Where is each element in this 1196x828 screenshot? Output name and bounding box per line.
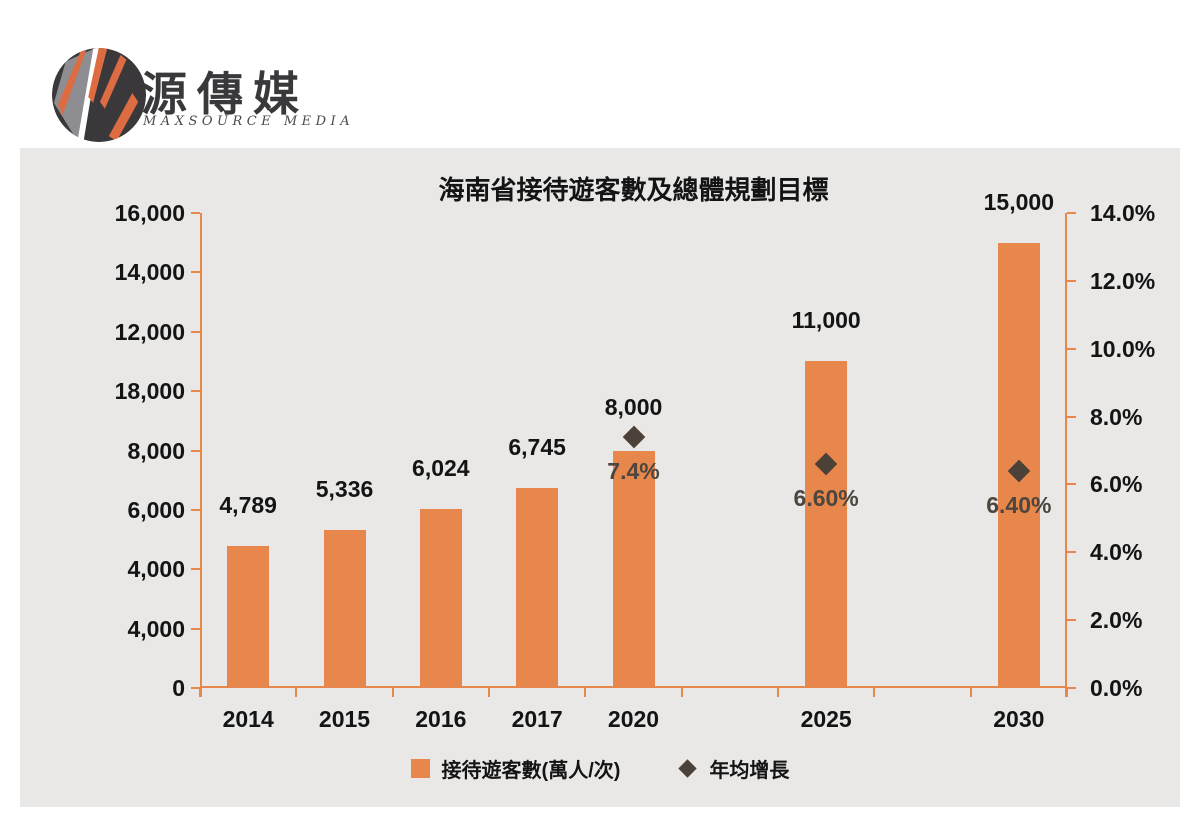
x-axis-label: 2020 (607, 706, 660, 732)
bar (323, 529, 366, 688)
y-axis-left-label: 8,000 (127, 437, 185, 464)
bar-value-label: 5,336 (315, 475, 374, 502)
y-axis-right-label: 12.0% (1090, 267, 1156, 294)
y-axis-right-label: 8.0% (1090, 403, 1143, 430)
x-axis-tick (584, 688, 587, 697)
bar-value-label: 15,000 (983, 188, 1054, 215)
y-axis-left-tick (191, 627, 200, 630)
x-axis-tick (391, 688, 394, 697)
y-axis-left-label: 4,000 (127, 556, 185, 583)
brand-subtitle: MAXSOURCE MEDIA (143, 114, 355, 129)
x-axis-label: 2014 (222, 706, 274, 732)
x-axis-tick (199, 688, 201, 697)
y-axis-left-label: 14,000 (114, 259, 185, 286)
y-axis-left-label: 16,000 (114, 200, 185, 226)
y-axis-left-tick (191, 449, 200, 452)
y-axis-right-tick (1067, 551, 1076, 554)
brand-name: 源傳媒 (141, 67, 309, 121)
chart-legend: 接待遊客數(萬人/次) 年均增長 (20, 754, 1180, 783)
x-axis-label: 2016 (415, 706, 467, 732)
y-axis-left-tick (191, 508, 200, 511)
legend-item: 年均增長 (678, 754, 789, 783)
y-axis-right-tick (1067, 619, 1076, 622)
plot-area: 16,000 14,000 12,000 18,000 8,000 6,000 4,000 4… (115, 189, 1156, 732)
x-axis-label: 2025 (800, 706, 852, 732)
bar (227, 545, 270, 688)
x-axis-tick (488, 688, 490, 697)
brand-header: 源傳媒 MAXSOURCE MEDIA (0, 0, 1196, 148)
y-axis-left-tick (191, 212, 200, 214)
y-axis-right-label: 0.0% (1090, 675, 1143, 701)
x-axis-tick (969, 688, 972, 697)
legend-square-icon (410, 759, 430, 778)
bar-value-label: 11,000 (791, 307, 861, 334)
y-axis-left (200, 213, 202, 697)
bar-value-label: 6,024 (412, 455, 470, 482)
legend-label: 年均增長 (709, 760, 790, 782)
bar-value-label: 4,789 (219, 491, 277, 518)
y-axis-right-tick (1067, 687, 1076, 689)
y-axis-left-label: 0 (172, 675, 185, 701)
growth-label: 6.60% (793, 485, 859, 512)
y-axis-left-tick (191, 687, 200, 689)
brand-logo-icon (51, 47, 147, 143)
legend-diamond-icon (678, 759, 698, 778)
x-axis-label: 2030 (993, 706, 1045, 732)
y-axis-right-label: 4.0% (1090, 539, 1143, 566)
y-axis-left-label: 12,000 (114, 318, 185, 345)
y-axis-left-label: 18,000 (114, 378, 185, 405)
y-axis-left-label: 6,000 (127, 496, 185, 523)
y-axis-left-label: 4,000 (127, 615, 185, 642)
y-axis-right-label: 10.0% (1090, 335, 1156, 362)
chart-panel: 海南省接待遊客數及總體規劃目標 16,000 14,000 12,000 18,000… (20, 148, 1180, 807)
x-axis-tick (295, 688, 298, 697)
y-axis-right (1065, 213, 1067, 697)
y-axis-right-tick (1067, 279, 1076, 282)
bar (612, 450, 655, 688)
x-axis-label: 2015 (318, 706, 371, 732)
y-axis-right-label: 6.0% (1090, 471, 1143, 498)
y-axis-right-label: 2.0% (1090, 607, 1143, 634)
y-axis-right-tick (1067, 347, 1076, 350)
y-axis-left-tick (191, 330, 200, 333)
y-axis-right-label: 14.0% (1090, 200, 1156, 226)
x-axis-tick (777, 688, 779, 697)
y-axis-right-tick (1067, 212, 1076, 214)
chart-title: 海南省接待遊客數及總體規劃目標 (438, 175, 829, 205)
bar (516, 487, 559, 688)
y-axis-left-tick (191, 271, 200, 274)
x-axis-tick (680, 688, 683, 697)
y-axis-right-tick (1067, 483, 1076, 486)
y-axis-left-tick (191, 568, 200, 571)
x-axis-tick (1066, 688, 1068, 697)
x-axis-tick (873, 688, 876, 697)
growth-label: 7.4% (607, 457, 660, 484)
growth-label: 6.40% (986, 491, 1052, 518)
legend-label: 接待遊客數(萬人/次) (441, 760, 621, 782)
y-axis-right-tick (1067, 415, 1076, 418)
bar (419, 509, 462, 688)
growth-marker-icon (622, 425, 645, 449)
y-axis-left-tick (191, 390, 200, 393)
legend-item: 接待遊客數(萬人/次) (410, 754, 621, 783)
bar-value-label: 8,000 (604, 393, 663, 420)
bar-value-label: 6,745 (508, 433, 566, 460)
x-axis-label: 2017 (511, 706, 563, 732)
bar (805, 361, 848, 688)
